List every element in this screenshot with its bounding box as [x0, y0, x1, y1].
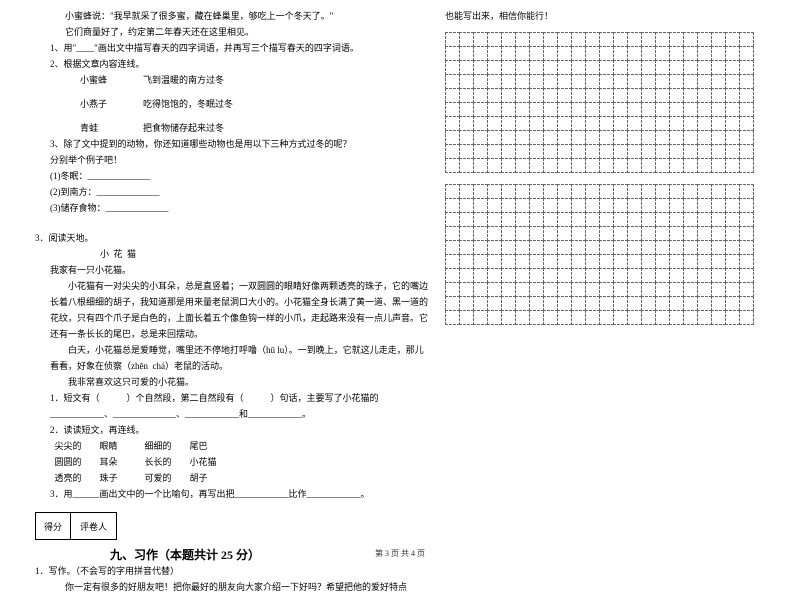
score-cell-1: 得分 [36, 513, 71, 539]
passage2-row1: 尖尖的 眼睛 细细的 尾巴 [10, 438, 430, 454]
passage1-q3c: (3)储存食物：______________ [10, 200, 430, 216]
passage2-title: 小 花 猫 [10, 246, 430, 262]
passage2-p4: 我非常喜欢这只可爱的小花猫。 [10, 374, 430, 390]
writing-body: 你一定有很多的好朋友吧！把你最好的朋友向大家介绍一下好吗？希望把他的爱好特点 [10, 579, 430, 595]
writing-grid-2 [445, 184, 780, 324]
passage2-row2: 圆圆的 耳朵 长长的 小花猫 [10, 454, 430, 470]
passage1-q3sub: 分别举个例子吧！ [10, 152, 430, 168]
passage1-q2: 2、根据文章内容连线。 [10, 56, 430, 72]
writing-cont: 也能写出来，相信你能行！ [445, 8, 780, 24]
passage2-p2: 小花猫有一对尖尖的小耳朵，总是直竖着；一双圆圆的眼睛好像两颗透亮的珠子，它的嘴边… [10, 278, 430, 342]
page-footer: 第 3 页 共 4 页 [0, 548, 800, 559]
passage1-q3b: (2)到南方：______________ [10, 184, 430, 200]
score-box: 得分 评卷人 [35, 512, 117, 540]
passage1-line2: 它们商量好了，约定第二年春天还在这里相见。 [10, 24, 430, 40]
passage1-q1: 1、用"____"画出文中描写春天的四字词语，并再写三个描写春天的四字词语。 [10, 40, 430, 56]
score-cell-2: 评卷人 [71, 513, 116, 539]
writing-num: 1．写作。（不会写的字用拼音代替） [10, 563, 430, 579]
passage2-num: 3．阅读天地。 [10, 230, 430, 246]
writing-grid-1 [445, 32, 780, 172]
passage2-q1b: ____________、______________、____________… [10, 406, 430, 422]
passage1-q3a: (1)冬眠：______________ [10, 168, 430, 184]
passage2-q1a: 1．短文有（ ）个自然段，第二自然段有（ ）句话，主要写了小花猫的 [10, 390, 430, 406]
passage2-q3: 3．用______画出文中的一个比喻句，再写出把____________比作__… [10, 486, 430, 502]
passage2-row3: 透亮的 珠子 可爱的 胡子 [10, 470, 430, 486]
passage1-opt1: 小蜜蜂 飞到温暖的南方过冬 [10, 72, 430, 88]
passage1-line1: 小蜜蜂说："我早就采了很多蜜，藏在蜂巢里，够吃上一个冬天了。" [10, 8, 430, 24]
passage1-opt2: 小燕子 吃得饱饱的，冬眠过冬 [10, 96, 430, 112]
passage1-opt3: 青蛙 把食物储存起来过冬 [10, 120, 430, 136]
passage2-p1: 我家有一只小花猫。 [10, 262, 430, 278]
passage1-q3: 3、除了文中提到的动物，你还知道哪些动物也是用以下三种方式过冬的呢？ [10, 136, 430, 152]
passage2-p3: 白天，小花猫总是爱睡觉，嘴里还不停地打呼噜（hū lu）。一到晚上，它就这儿走走… [10, 342, 430, 374]
passage2-q2: 2．读读短文，再连线。 [10, 422, 430, 438]
